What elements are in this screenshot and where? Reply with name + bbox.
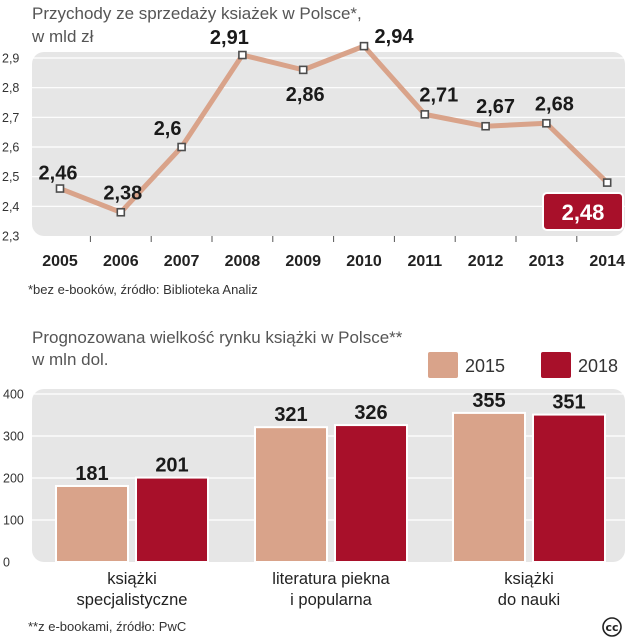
line-chart-footnote: *bez e-booków, źródło: Biblioteka Analiz [28,282,258,297]
line-chart-x-axis: 2005 2006 2007 2008 2009 2010 2011 2012 2013 2014 [42,236,625,270]
line-chart-y-axis: 2,3 2,4 2,5 2,6 2,7 2,8 2,9 [2,52,19,244]
line-data-label: 2,67 [476,96,515,118]
bar-y-tick-label: 0 [3,556,10,570]
creative-commons-badge: cc [602,617,622,637]
bar-chart-footnote: **z e-bookami, źródło: PwC [28,619,186,634]
line-x-tick-label: 2011 [407,253,442,270]
line-data-label: 2,71 [419,84,458,106]
line-y-tick-label: 2,8 [2,81,19,95]
line-point-marker [116,207,126,217]
bar-category-label: i popularna [290,591,372,609]
bar-chart-x-axis: książki specjalistyczne literatura piekna i… [77,570,561,609]
line-x-tick-label: 2012 [468,253,504,270]
bar-2015 [452,411,526,563]
highlight-value-label: 2,48 [562,200,605,225]
line-chart-title: Przychody ze sprzedaży ksiażek w Polsce*… [32,4,362,23]
line-series-path [57,43,610,215]
bar-category-label: książki [504,570,554,588]
line-point-marker [238,50,247,60]
line-y-tick-label: 2,6 [2,141,19,155]
bar-chart-y-axis: 0 100 200 300 400 [3,388,24,570]
line-x-tick-label: 2008 [225,253,261,270]
line-data-label: 2,94 [375,26,415,48]
bar-category-label: literatura piekna [272,570,390,588]
bar-y-tick-label: 400 [3,388,24,402]
bar-data-label: 201 [155,455,188,477]
bar-data-label: 181 [75,463,108,485]
line-point-marker [481,121,490,131]
line-chart-gridlines [32,57,625,207]
bar-category-label: książki [107,570,157,588]
line-point-marker [359,41,369,51]
bar-data-label: 326 [354,402,387,424]
bar-chart-gridlines [32,393,625,521]
line-y-tick-label: 2,7 [2,111,19,125]
line-x-tick-label: 2014 [589,253,625,270]
bar-2015 [55,484,129,564]
line-point-marker [542,118,551,128]
market-bar-chart: Prognozowana wielkość rynku książki w Po… [3,328,625,634]
bar-chart-data-labels: 181 201 321 326 355 351 [75,390,585,485]
bar-data-label: 321 [274,404,307,426]
bar-chart-subtitle: w mln dol. [31,350,109,369]
legend-label-2015: 2015 [465,356,505,376]
bar-data-label: 355 [472,390,505,412]
cc-badge-circle [602,617,622,637]
line-x-tick-label: 2007 [164,253,200,270]
line-y-tick-label: 2,4 [2,200,19,214]
bar-y-tick-label: 300 [3,430,24,444]
line-point-marker [55,184,65,193]
line-x-tick-label: 2013 [529,253,565,270]
line-x-tick-label: 2009 [285,253,321,270]
line-y-tick-label: 2,5 [2,170,19,184]
legend-label-2018: 2018 [578,356,618,376]
bar-2018 [532,413,606,563]
line-data-label: 2,86 [286,84,325,106]
line-data-label: 2,38 [103,182,142,204]
bar-chart-legend: 2015 2018 [428,352,618,378]
bar-2018 [135,476,209,563]
line-chart-subtitle: w mld zł [31,27,94,46]
line-x-tick-label: 2005 [42,253,78,270]
bar-2015 [254,426,328,563]
line-point-marker [177,142,186,152]
line-data-label: 2,6 [154,118,182,140]
bar-chart-title: Prognozowana wielkość rynku książki w Po… [32,328,403,347]
line-chart-series [55,41,612,217]
bar-y-tick-label: 100 [3,514,24,528]
line-chart-data-labels: 2,46 2,38 2,6 2,91 2,86 2,94 2,71 2,67 2,68 2,48 [39,26,624,231]
line-point-marker [602,178,612,187]
cc-badge-text: cc [605,621,618,634]
bar-y-tick-label: 200 [3,472,24,486]
revenue-line-chart: Przychody ze sprzedaży ksiażek w Polsce*… [2,4,625,297]
bar-category-label: do nauki [498,591,560,609]
bar-chart-bars [55,411,606,564]
legend-swatch-2015 [428,352,458,378]
line-y-tick-label: 2,3 [2,230,19,244]
line-y-tick-label: 2,9 [2,52,19,66]
line-data-label: 2,68 [535,93,574,115]
bar-2018 [334,424,408,563]
line-point-marker [420,110,430,119]
highlight-value-box [542,192,624,231]
line-x-tick-label: 2010 [346,253,382,270]
legend-swatch-2018 [541,352,571,378]
line-data-label: 2,46 [39,163,78,185]
line-data-label: 2,91 [210,27,249,49]
line-chart-plot-area [32,52,625,236]
bar-data-label: 351 [552,392,585,414]
bar-category-label: specjalistyczne [77,591,188,609]
line-point-marker [298,65,308,75]
line-x-tick-label: 2006 [103,253,139,270]
